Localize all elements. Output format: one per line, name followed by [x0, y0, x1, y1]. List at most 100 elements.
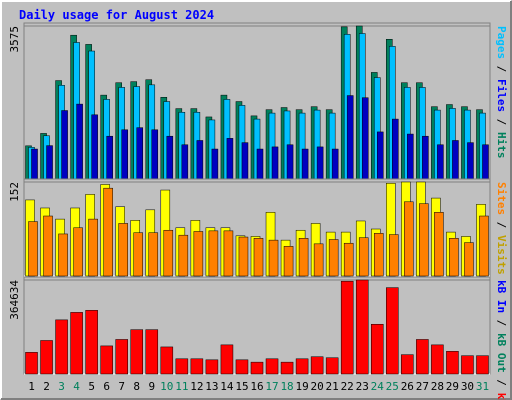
bar — [271, 146, 279, 180]
bar — [407, 133, 414, 180]
bar — [235, 359, 249, 375]
bar — [193, 231, 204, 277]
bar — [265, 358, 279, 375]
bar — [241, 142, 249, 180]
x-tick-label: 8 — [133, 380, 140, 393]
bar — [416, 339, 429, 375]
x-tick-label: 9 — [148, 380, 155, 393]
bar — [226, 138, 234, 180]
x-tick-label: 7 — [118, 380, 125, 393]
bar — [346, 95, 354, 180]
bar — [73, 227, 83, 277]
x-tick-label: 31 — [476, 380, 489, 393]
y-tick-label: 152 — [8, 182, 21, 202]
bar — [464, 242, 474, 277]
bar — [431, 344, 444, 375]
bar — [163, 229, 174, 277]
bar — [295, 358, 309, 375]
bar — [386, 287, 399, 375]
x-tick-label: 2 — [43, 380, 50, 393]
legend-entry: Hits — [495, 132, 508, 159]
bar — [46, 145, 53, 180]
x-tick-label: 5 — [88, 380, 95, 393]
bar — [166, 135, 174, 180]
bar — [88, 218, 98, 277]
x-tick-label: 10 — [160, 380, 173, 393]
bar — [358, 237, 369, 277]
bar — [476, 355, 489, 375]
x-tick-label: 24 — [371, 380, 385, 393]
x-tick-label: 1 — [28, 380, 35, 393]
legend-entry: kB F — [495, 393, 508, 400]
x-tick-label: 30 — [461, 380, 474, 393]
bar — [55, 319, 68, 375]
legend-entry: Sites — [495, 182, 508, 215]
legend: kB In / kB Out / kB F — [495, 280, 508, 400]
bar — [419, 203, 429, 277]
bar — [449, 238, 459, 277]
bar — [148, 232, 159, 277]
x-tick-label: 16 — [250, 380, 263, 393]
bar — [301, 148, 309, 180]
legend-separator: / — [495, 59, 508, 79]
legend-entry: Files — [495, 79, 508, 112]
bar — [31, 148, 38, 180]
bar — [205, 359, 219, 375]
bar — [43, 215, 53, 277]
x-tick-label: 4 — [73, 380, 80, 393]
bar — [376, 131, 384, 180]
bar — [452, 140, 459, 180]
x-tick-label: 29 — [446, 380, 459, 393]
bar — [28, 221, 38, 277]
bar — [370, 323, 384, 375]
bar — [61, 110, 68, 180]
bar — [160, 346, 174, 375]
bar — [313, 243, 324, 277]
legend-separator: / — [495, 112, 508, 132]
x-tick-label: 11 — [175, 380, 188, 393]
bar — [467, 142, 474, 180]
bar — [85, 310, 98, 375]
bar — [223, 230, 234, 277]
x-tick-label: 20 — [311, 380, 324, 393]
legend-separator: / — [495, 313, 508, 333]
bar — [106, 135, 113, 180]
bar — [479, 215, 489, 277]
legend: Pages / Files / Hits — [495, 26, 508, 159]
x-tick-label: 12 — [190, 380, 203, 393]
bar — [190, 358, 204, 375]
x-tick-label: 22 — [341, 380, 354, 393]
legend-entry: kB In — [495, 280, 508, 313]
bar — [373, 233, 384, 277]
bar — [103, 187, 113, 277]
x-tick-label: 13 — [205, 380, 218, 393]
bar — [196, 140, 204, 180]
x-tick-label: 14 — [220, 380, 234, 393]
bar — [256, 148, 264, 180]
x-tick-label: 18 — [280, 380, 293, 393]
x-tick-label: 25 — [386, 380, 399, 393]
x-tick-label: 27 — [416, 380, 429, 393]
bar — [389, 234, 399, 277]
bar — [58, 233, 68, 277]
bar — [130, 329, 144, 375]
bar — [121, 129, 128, 180]
y-tick-label: 364634 — [8, 280, 21, 320]
bar — [136, 127, 144, 180]
bar — [70, 312, 83, 375]
bar — [286, 144, 294, 180]
y-tick-label: 3575 — [8, 26, 21, 53]
x-tick-label: 3 — [58, 380, 65, 393]
bar — [340, 280, 354, 375]
bar — [238, 236, 249, 277]
bar — [392, 118, 399, 180]
bar — [343, 242, 354, 277]
legend-entry: kB Out — [495, 333, 508, 373]
bar — [437, 144, 444, 180]
bar — [331, 148, 339, 180]
legend-entry: Visits — [495, 235, 508, 275]
bar — [434, 212, 444, 277]
bar — [211, 148, 219, 180]
legend: Sites / Visits — [495, 182, 508, 275]
